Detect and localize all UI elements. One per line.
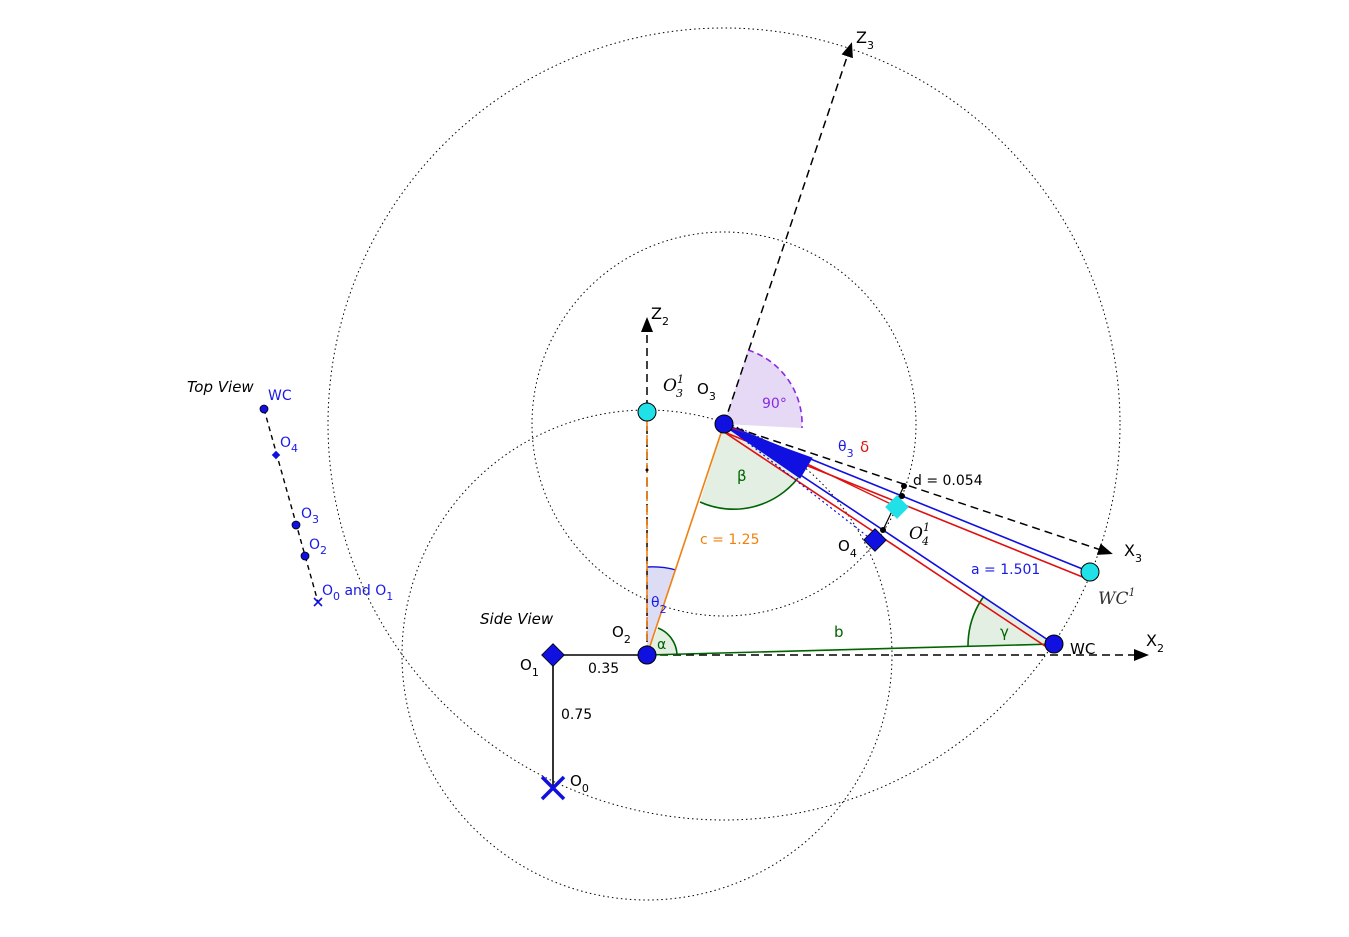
length-075-label: 0.75: [561, 707, 592, 723]
axes: [641, 42, 1149, 661]
joints: [540, 402, 1100, 801]
dotted-connector: [723, 423, 873, 541]
b-label: b: [834, 623, 844, 641]
o4-small-point: [880, 527, 886, 533]
d-point-b: [899, 493, 905, 499]
o3-joint: [714, 414, 734, 434]
o1-label: O1: [520, 656, 539, 679]
top-wc-point: [259, 404, 269, 414]
link-c: [646, 423, 725, 656]
angle-sectors: [646, 349, 1054, 655]
alpha-sector: [647, 628, 677, 655]
top-view-diagram: [259, 404, 323, 607]
o3-prime-label: O1 3: [663, 373, 684, 400]
top-o3-label: O3: [301, 506, 319, 526]
top-o4-label: O4: [280, 435, 298, 455]
o3-prime-joint: [637, 402, 657, 422]
z2-label: Z2: [651, 304, 669, 328]
o4-label: O4: [838, 537, 857, 560]
c-length-label: c = 1.25: [700, 532, 760, 548]
beta-sector: [700, 424, 798, 510]
beta-arc: [699, 477, 799, 510]
o2-label: O2: [612, 623, 631, 646]
top-o3-point: [291, 520, 301, 530]
side-view-title: Side View: [480, 610, 554, 628]
z3-label: Z3: [856, 28, 874, 52]
top-view-title: Top View: [187, 378, 254, 396]
wc-prime-joint: [1080, 562, 1100, 582]
top-wc-label: WC: [268, 388, 292, 404]
a-length-label: a = 1.501: [971, 562, 1040, 578]
o1-joint: [541, 643, 565, 667]
z3-axis: [723, 42, 853, 425]
wc-label: WC: [1070, 640, 1095, 658]
theta2-label: θ2: [651, 595, 667, 616]
o0-marker: [540, 775, 566, 801]
gamma-arc: [967, 595, 985, 648]
link-b: [646, 643, 1055, 656]
top-view-link: [263, 408, 319, 603]
d-point-a: [901, 483, 907, 489]
right-angle-label: 90°: [762, 396, 787, 412]
beta-label: β: [737, 467, 747, 485]
link-circle-o2: [401, 409, 893, 901]
orange-mid-point: [645, 468, 649, 472]
theta3-label: θ3: [838, 439, 854, 460]
reach-circles: [327, 27, 1121, 901]
link-circle-o3: [531, 231, 917, 617]
wc-joint: [1044, 634, 1064, 654]
large-reach-circle: [327, 27, 1121, 821]
o4-prime-label: O1 4: [909, 521, 930, 548]
o4-prime-joint: [885, 495, 909, 519]
length-035-label: 0.35: [588, 661, 619, 677]
o2-joint: [637, 645, 657, 665]
x2-label: X2: [1146, 631, 1164, 655]
right-angle-arc: [747, 349, 803, 429]
right-angle-sector: [724, 350, 803, 428]
direction-arrow: [725, 426, 813, 479]
d-length-label: d = 0.054: [913, 473, 983, 489]
x3-label: X3: [1124, 541, 1142, 565]
top-o4-point: [271, 450, 281, 460]
o0-label: O0: [570, 772, 589, 795]
top-o0-o1-marker: [313, 597, 323, 607]
o3-label: O3: [697, 380, 716, 403]
links: [552, 412, 1091, 788]
x3-axis: [723, 423, 1113, 555]
gamma-label: γ: [1000, 623, 1009, 641]
alpha-arc: [657, 627, 678, 655]
alpha-label: α: [657, 637, 666, 653]
o4-joint: [863, 528, 887, 552]
delta-label: δ: [860, 438, 869, 456]
top-o0-o1-label: O0 and O1: [322, 583, 393, 603]
top-o2-point: [300, 551, 310, 561]
wc-prime-label: WC1: [1098, 586, 1135, 609]
top-o2-label: O2: [309, 537, 327, 557]
